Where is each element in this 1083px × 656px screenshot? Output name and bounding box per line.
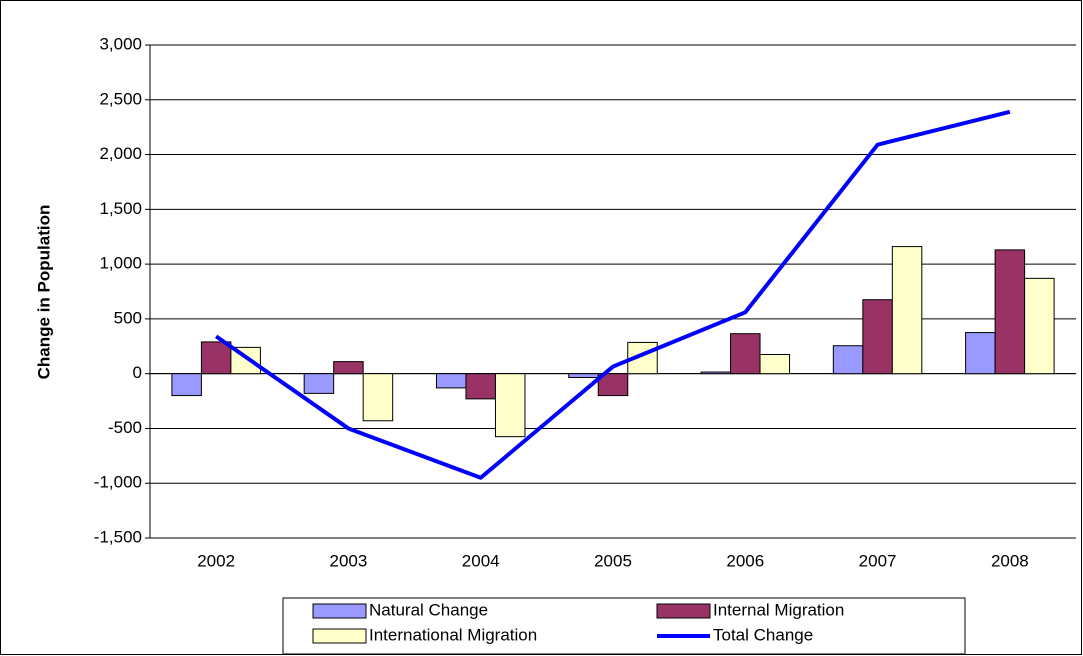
y-tick-label: 3,000 [99, 34, 142, 53]
y-tick-label: 1,500 [99, 199, 142, 218]
bar [465, 373, 496, 400]
bar [832, 345, 864, 375]
y-tick-label: 0 [133, 363, 142, 382]
legend-label: International Migration [369, 625, 537, 644]
legend-label: Internal Migration [713, 600, 844, 619]
x-tick-label: 2008 [991, 551, 1029, 570]
bar [730, 333, 761, 375]
bar [435, 373, 467, 389]
bar [568, 373, 599, 379]
bar [994, 249, 1026, 375]
bar [1024, 277, 1055, 375]
x-tick-label: 2004 [462, 551, 500, 570]
legend-label: Total Change [713, 625, 813, 644]
legend-swatch [312, 603, 367, 619]
x-tick-label: 2003 [330, 551, 368, 570]
bar [200, 341, 232, 375]
y-axis-label: Change in Population [34, 205, 53, 380]
legend-label: Natural Change [369, 600, 488, 619]
bar [362, 373, 394, 422]
y-tick-label: 2,000 [99, 144, 142, 163]
x-tick-label: 2002 [197, 551, 235, 570]
y-tick-label: 2,500 [99, 89, 142, 108]
bar [333, 361, 364, 375]
x-tick-label: 2005 [594, 551, 632, 570]
legend-swatch [312, 628, 367, 644]
y-tick-label: -1,000 [94, 473, 142, 492]
bar [494, 373, 526, 438]
line [215, 109, 1011, 480]
y-tick-label: -500 [108, 418, 142, 437]
bar [627, 341, 658, 375]
x-tick-label: 2007 [859, 551, 897, 570]
legend-swatch [656, 603, 711, 619]
bar [759, 353, 791, 375]
legend-box [282, 597, 966, 655]
bar [597, 373, 629, 397]
y-tick-label: 500 [114, 308, 142, 327]
bar [891, 246, 923, 375]
bar [862, 299, 893, 375]
y-tick-label: -1,500 [94, 527, 142, 546]
x-tick-label: 2006 [726, 551, 764, 570]
bar [303, 373, 335, 394]
bar [700, 371, 732, 375]
bar [965, 332, 996, 375]
y-tick-label: 1,000 [99, 254, 142, 273]
bar [171, 373, 202, 397]
